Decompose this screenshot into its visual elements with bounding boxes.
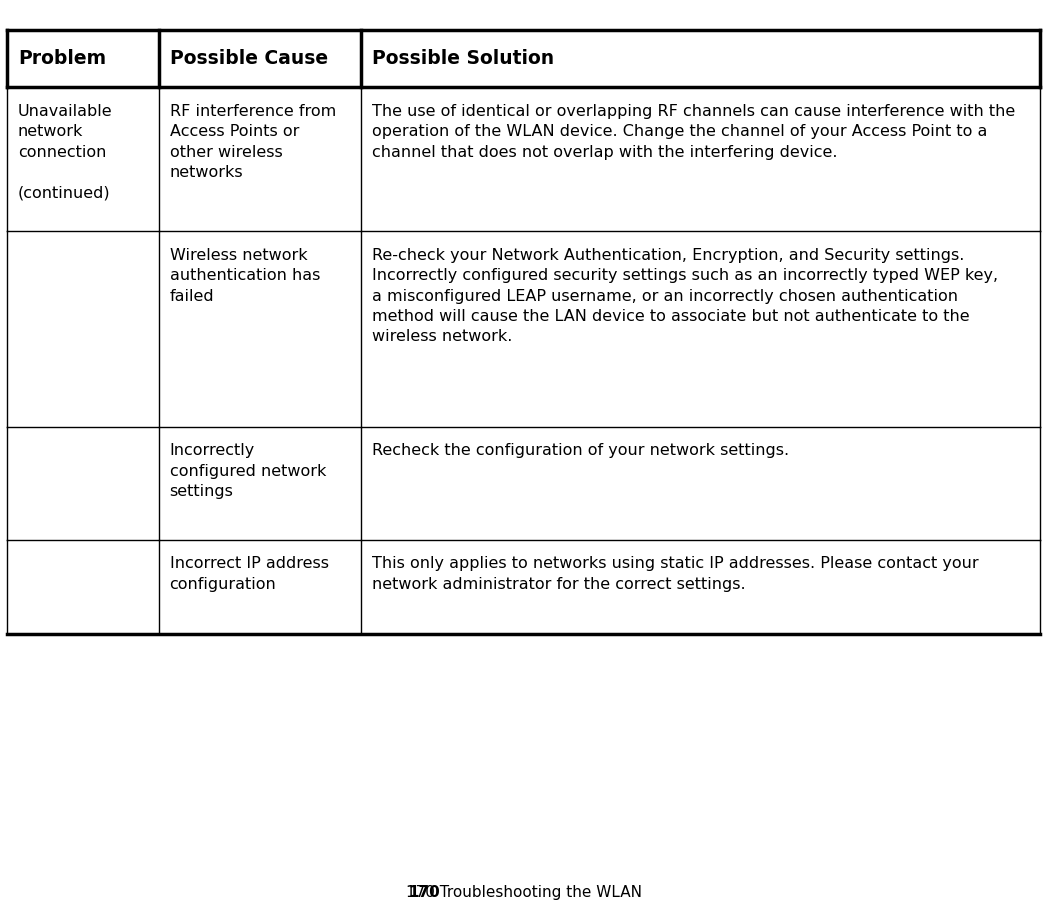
Text: RF interference from
Access Points or
other wireless
networks: RF interference from Access Points or ot… xyxy=(170,104,336,180)
Text: Re-check your Network Authentication, Encryption, and Security settings.
Incorre: Re-check your Network Authentication, En… xyxy=(372,248,998,344)
Text: Possible Solution: Possible Solution xyxy=(372,50,554,68)
Text: Incorrect IP address
configuration: Incorrect IP address configuration xyxy=(170,556,329,592)
Text: Recheck the configuration of your network settings.: Recheck the configuration of your networ… xyxy=(372,443,789,458)
Text: This only applies to networks using static IP addresses. Please contact your
net: This only applies to networks using stat… xyxy=(372,556,979,592)
Text: The use of identical or overlapping RF channels can cause interference with the
: The use of identical or overlapping RF c… xyxy=(372,104,1016,160)
Text: Possible Cause: Possible Cause xyxy=(170,50,328,68)
Text: 170 Troubleshooting the WLAN: 170 Troubleshooting the WLAN xyxy=(405,885,642,900)
Text: Unavailable
network
connection

(continued): Unavailable network connection (continue… xyxy=(18,104,112,200)
Text: Incorrectly
configured network
settings: Incorrectly configured network settings xyxy=(170,443,326,499)
Text: Wireless network
authentication has
failed: Wireless network authentication has fail… xyxy=(170,248,320,304)
Text: 170: 170 xyxy=(408,885,441,900)
Text: Problem: Problem xyxy=(18,50,106,68)
